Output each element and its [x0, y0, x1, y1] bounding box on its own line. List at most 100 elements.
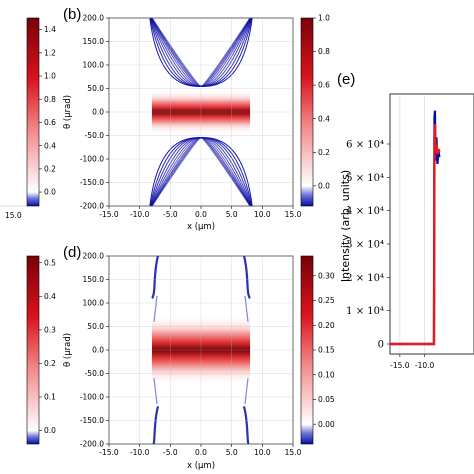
edge-streak	[242, 256, 251, 300]
x-tick-label: -15.0	[390, 361, 410, 370]
x-tick-label: 10.0	[254, 448, 271, 457]
y-tick-label: -100.0	[80, 155, 104, 164]
edge-streak	[244, 295, 249, 322]
x-tick-label: -10.0	[415, 361, 435, 370]
panel-e-y-axis-label: Intensity (arb. units)	[339, 170, 352, 282]
edge-streak	[152, 406, 160, 444]
y-tick-label: 100.0	[83, 61, 105, 70]
y-tick-label: 150.0	[83, 37, 105, 46]
y-tick-label: -50.0	[85, 369, 105, 378]
x-tick-label: 15.0	[285, 210, 302, 219]
panel-label-e: (e)	[337, 71, 355, 88]
panel-d-x-axis-label: x (μm)	[187, 461, 215, 471]
colorbar-tick-label: 0.4	[318, 114, 330, 123]
y-tick-label: 100.0	[83, 299, 105, 308]
y-tick-label: -100.0	[80, 393, 104, 402]
x-tick-label: 5.0	[226, 448, 238, 457]
colorbar-tick-label: 0.4	[44, 292, 56, 301]
x-tick-label: 0.0	[195, 210, 207, 219]
colorbar-tick-label: 1.4	[44, 25, 56, 34]
x-tick-label: -10.0	[130, 210, 150, 219]
colorbar-tick-label: 0.3	[44, 325, 56, 334]
edge-streak	[153, 295, 158, 322]
y-tick-label: 0.0	[92, 346, 104, 355]
y-tick-label: -200.0	[80, 440, 104, 449]
panel-e-frame	[389, 93, 474, 355]
y-tick-label: 3 × 10⁴	[346, 240, 384, 251]
colorbar-tick-label: 0.20	[318, 321, 335, 330]
x-tick-label: -15.0	[99, 210, 119, 219]
colorbar-left-bottom-gradient	[26, 255, 40, 445]
y-tick-label: -50.0	[85, 131, 105, 140]
colorbar-b: 1.0 0.8 0.6 0.4 0.2 0.0	[300, 14, 330, 207]
intensity-line-series-1	[390, 110, 441, 346]
colorbar-tick-label: 0.2	[44, 164, 56, 173]
panel-b-y-axis-label: θ (μrad)	[63, 95, 73, 129]
y-tick-label: 200.0	[83, 252, 105, 261]
y-tick-label: -200.0	[80, 202, 104, 211]
y-tick-label: -150.0	[80, 178, 104, 187]
x-tick-label: 0.0	[195, 448, 207, 457]
x-tick-label: -5.0	[163, 210, 178, 219]
x-tick-label: -10.0	[130, 448, 150, 457]
y-tick-label: 50.0	[87, 322, 104, 331]
colorbar-tick-label: 0.5	[44, 258, 56, 267]
colorbar-tick-label: 0.0	[44, 188, 56, 197]
y-tick-label: 150.0	[83, 275, 105, 284]
colorbar-tick-label: 1.2	[44, 48, 56, 57]
intensity-line-series-2	[390, 123, 441, 346]
colorbar-d-gradient	[300, 255, 314, 445]
colorbar-tick-label: 0.2	[44, 359, 56, 368]
panel-d-y-axis-label: θ (μrad)	[63, 333, 73, 367]
edge-streak	[244, 378, 249, 405]
colorbar-tick-label: 0.4	[44, 141, 56, 150]
x-tick-label: 5.0	[226, 210, 238, 219]
colorbar-tick-label: 0.05	[318, 395, 335, 404]
colorbar-d: 0.30 0.25 0.20 0.15 0.10 0.05 0.00	[300, 255, 335, 445]
colorbar-b-gradient	[300, 17, 314, 207]
y-tick-label: 0	[378, 340, 384, 351]
y-tick-label: 6 × 10⁴	[346, 140, 384, 151]
y-tick-label: 50.0	[87, 84, 104, 93]
y-tick-label: 4 × 10⁴	[346, 206, 384, 217]
panel-label-d: (d)	[63, 244, 81, 261]
edge-streak	[151, 256, 160, 300]
panel-b-x-axis-label: x (μm)	[187, 222, 215, 232]
x-tick-label: -5.0	[163, 448, 178, 457]
colorbar-tick-label: 0.15	[318, 346, 335, 355]
y-tick-label: -150.0	[80, 416, 104, 425]
colorbar-left-top-gradient	[26, 17, 40, 207]
y-tick-label: 2 × 10⁴	[346, 273, 384, 284]
colorbar-tick-label: 1.0	[318, 14, 330, 23]
heatmap-panel-d: -15.0 -10.0 -5.0 0.0 5.0 10.0 15.0 200.0 150.0 1…	[63, 252, 302, 471]
x-tick-label: 10.0	[254, 210, 271, 219]
colorbar-tick-label: 0.25	[318, 296, 335, 305]
colorbar-tick-label: 0.30	[318, 271, 335, 280]
y-tick-label: 1 × 10⁴	[346, 306, 384, 317]
y-tick-label: 200.0	[83, 14, 105, 23]
edge-streak	[242, 406, 250, 444]
colorbar-tick-label: 0.0	[318, 181, 330, 190]
colorbar-tick-label: 0.0	[44, 426, 56, 435]
y-tick-label: 0.0	[92, 108, 104, 117]
colorbar-tick-label: 0.00	[318, 420, 335, 429]
edge-streak	[153, 378, 158, 405]
colorbar-left-top: 1.4 1.2 1.0 0.8 0.6 0.4 0.2 0.0 15.0	[0, 17, 56, 220]
colorbar-tick-label: 0.8	[44, 95, 56, 104]
x-tick-label: 15.0	[285, 448, 302, 457]
colorbar-tick-label: 0.6	[44, 118, 56, 127]
colorbar-tick-label: 0.10	[318, 370, 335, 379]
x-tick-label: -15.0	[99, 448, 119, 457]
colorbar-tick-label: 0.6	[318, 81, 330, 90]
colorbar-tick-label: 0.1	[44, 393, 56, 402]
colorbar-left-bottom: 0.5 0.4 0.3 0.2 0.1 0.0	[26, 255, 56, 445]
colorbar-tick-label: 0.8	[318, 47, 330, 56]
colorbar-tick-label: 1.0	[44, 72, 56, 81]
left-top-edge-tick-label: 15.0	[5, 211, 22, 220]
y-tick-label: 5 × 10⁴	[346, 173, 384, 184]
heatmap-panel-b: -15.0 -10.0 -5.0 0.0 5.0 10.0 15.0 200.0 150.0 1…	[63, 14, 302, 232]
panel-label-b: (b)	[63, 6, 81, 23]
line-panel-e: -15.0 -10.0 0 1 × 10⁴ 2 × 10⁴ 3 × 10⁴ 4 × 10⁴…	[339, 93, 474, 370]
